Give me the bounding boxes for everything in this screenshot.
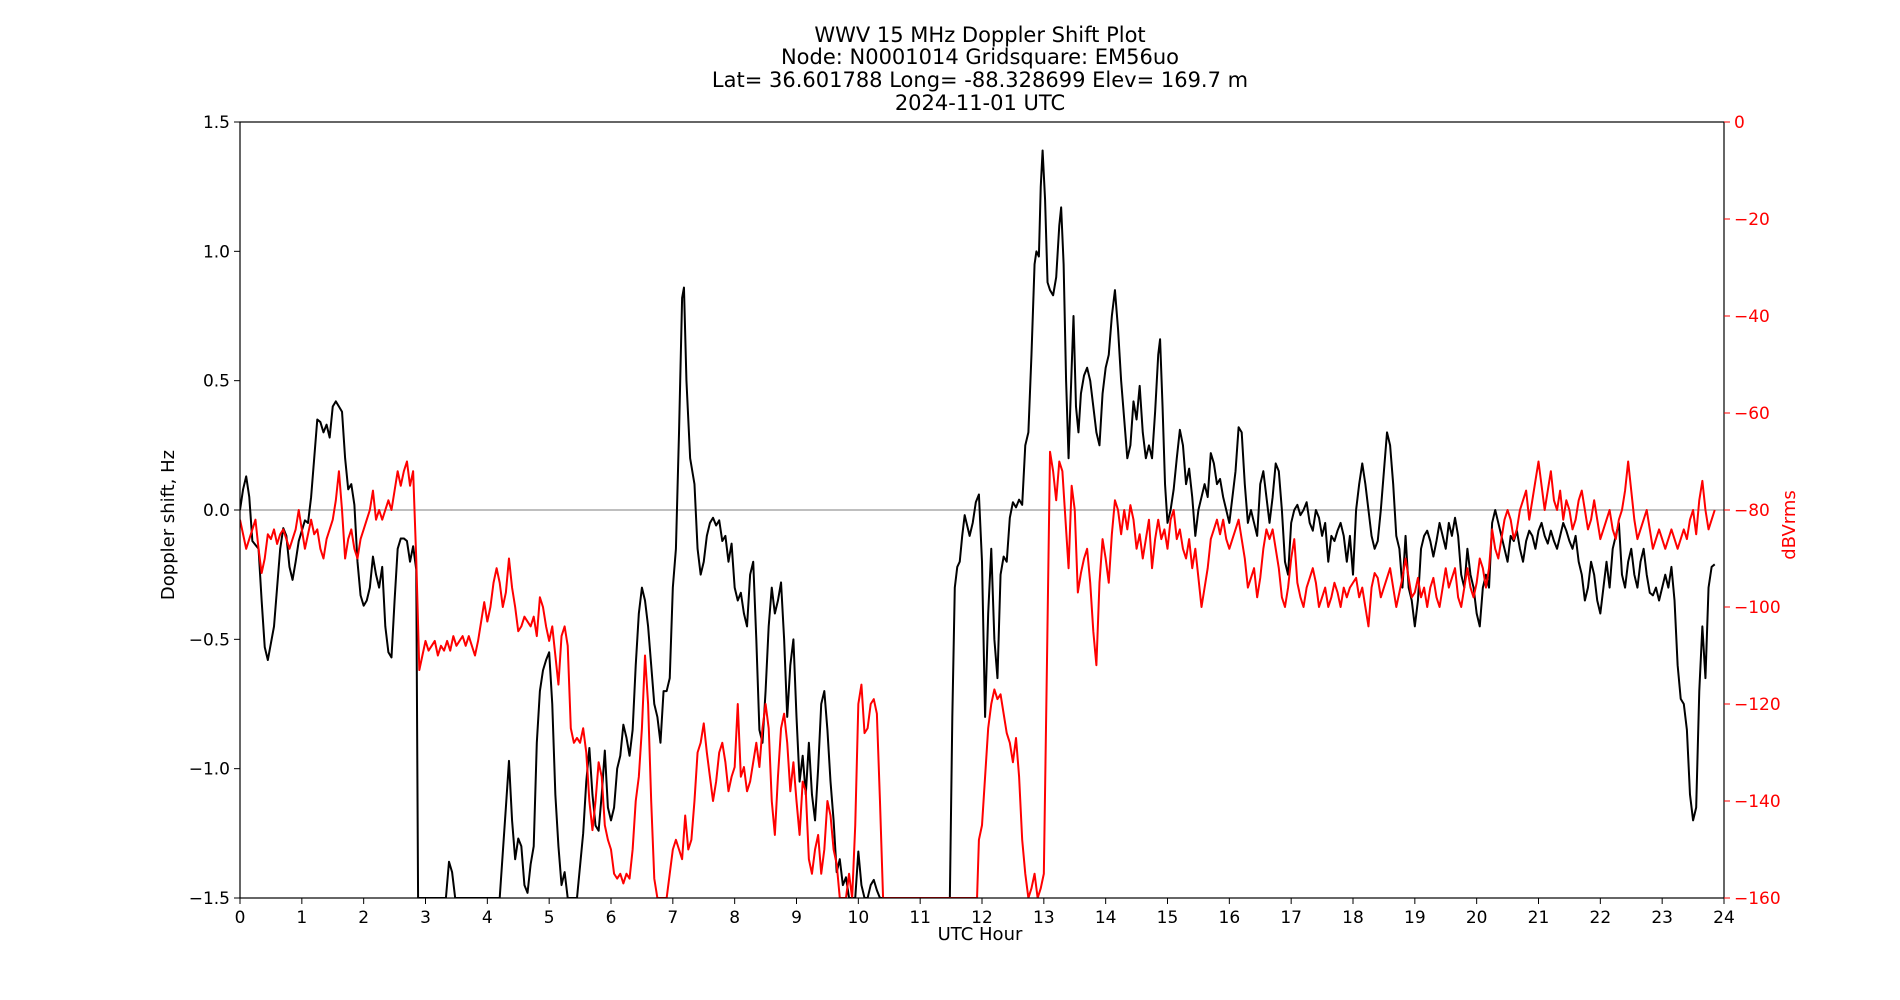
y-axis-ticks: 1.5 1.0 0.5 0.0 −0.5 −1.0 −1.5 [189,113,240,909]
x-tick-label: 6 [606,908,617,928]
y-axis-label: Doppler shift, Hz [158,450,179,600]
x-tick-label: 8 [729,908,740,928]
x-axis-ticks: 0 1 2 3 4 5 6 7 8 9 10 11 12 13 14 15 16 17 18 19 20 21 22 23 24 [235,898,1735,928]
y2-tick-label: −140 [1734,792,1781,812]
x-tick-label: 17 [1280,908,1302,928]
x-tick-label: 3 [420,908,431,928]
x-tick-label: 22 [1590,908,1612,928]
y2-tick-label: −80 [1734,501,1770,521]
y2-tick-label: −100 [1734,598,1781,618]
x-axis-label: UTC Hour [938,924,1023,945]
y2-tick-label: 0 [1734,113,1745,133]
x-tick-label: 18 [1342,908,1364,928]
y2-tick-label: −120 [1734,695,1781,715]
y-tick-label: −1.5 [189,889,230,909]
x-tick-label: 2 [358,908,369,928]
y2-tick-label: −20 [1734,210,1770,230]
x-tick-label: 19 [1404,908,1426,928]
x-tick-label: 20 [1466,908,1488,928]
x-tick-label: 5 [544,908,555,928]
power-series-line [240,450,1716,898]
x-tick-label: 13 [1033,908,1055,928]
x-tick-label: 11 [909,908,931,928]
y-tick-label: 1.5 [203,113,230,133]
x-tick-label: 9 [791,908,802,928]
x-tick-label: 15 [1157,908,1179,928]
x-tick-label: 16 [1219,908,1241,928]
x-tick-label: 0 [235,908,246,928]
y-tick-label: 0.0 [203,501,230,521]
y-tick-label: −1.0 [189,760,230,780]
x-tick-label: 10 [848,908,870,928]
y-tick-label: 0.5 [203,372,230,392]
y2-tick-label: −40 [1734,307,1770,327]
x-tick-label: 1 [296,908,307,928]
x-tick-label: 12 [971,908,993,928]
x-tick-label: 23 [1651,908,1673,928]
x-tick-label: 21 [1528,908,1550,928]
x-tick-label: 4 [482,908,493,928]
y-tick-label: 1.0 [203,242,230,262]
title-line-4: 2024-11-01 UTC [895,91,1065,115]
y2-axis-label: dBVrms [1779,490,1800,560]
x-tick-label: 24 [1713,908,1735,928]
y-tick-label: −0.5 [189,630,230,650]
y2-axis-ticks: 0 −20 −40 −60 −80 −100 −120 −140 −160 [1724,113,1781,909]
x-tick-label: 7 [667,908,678,928]
title-line-3: Lat= 36.601788 Long= -88.328699 Elev= 16… [712,68,1248,92]
x-tick-label: 14 [1095,908,1117,928]
series-layer [240,149,1716,898]
y2-tick-label: −160 [1734,889,1781,909]
chart-title: WWV 15 MHz Doppler Shift Plot Node: N000… [712,23,1248,115]
y2-tick-label: −60 [1734,404,1770,424]
title-line-1: WWV 15 MHz Doppler Shift Plot [814,23,1145,47]
title-line-2: Node: N0001014 Gridsquare: EM56uo [781,45,1179,69]
